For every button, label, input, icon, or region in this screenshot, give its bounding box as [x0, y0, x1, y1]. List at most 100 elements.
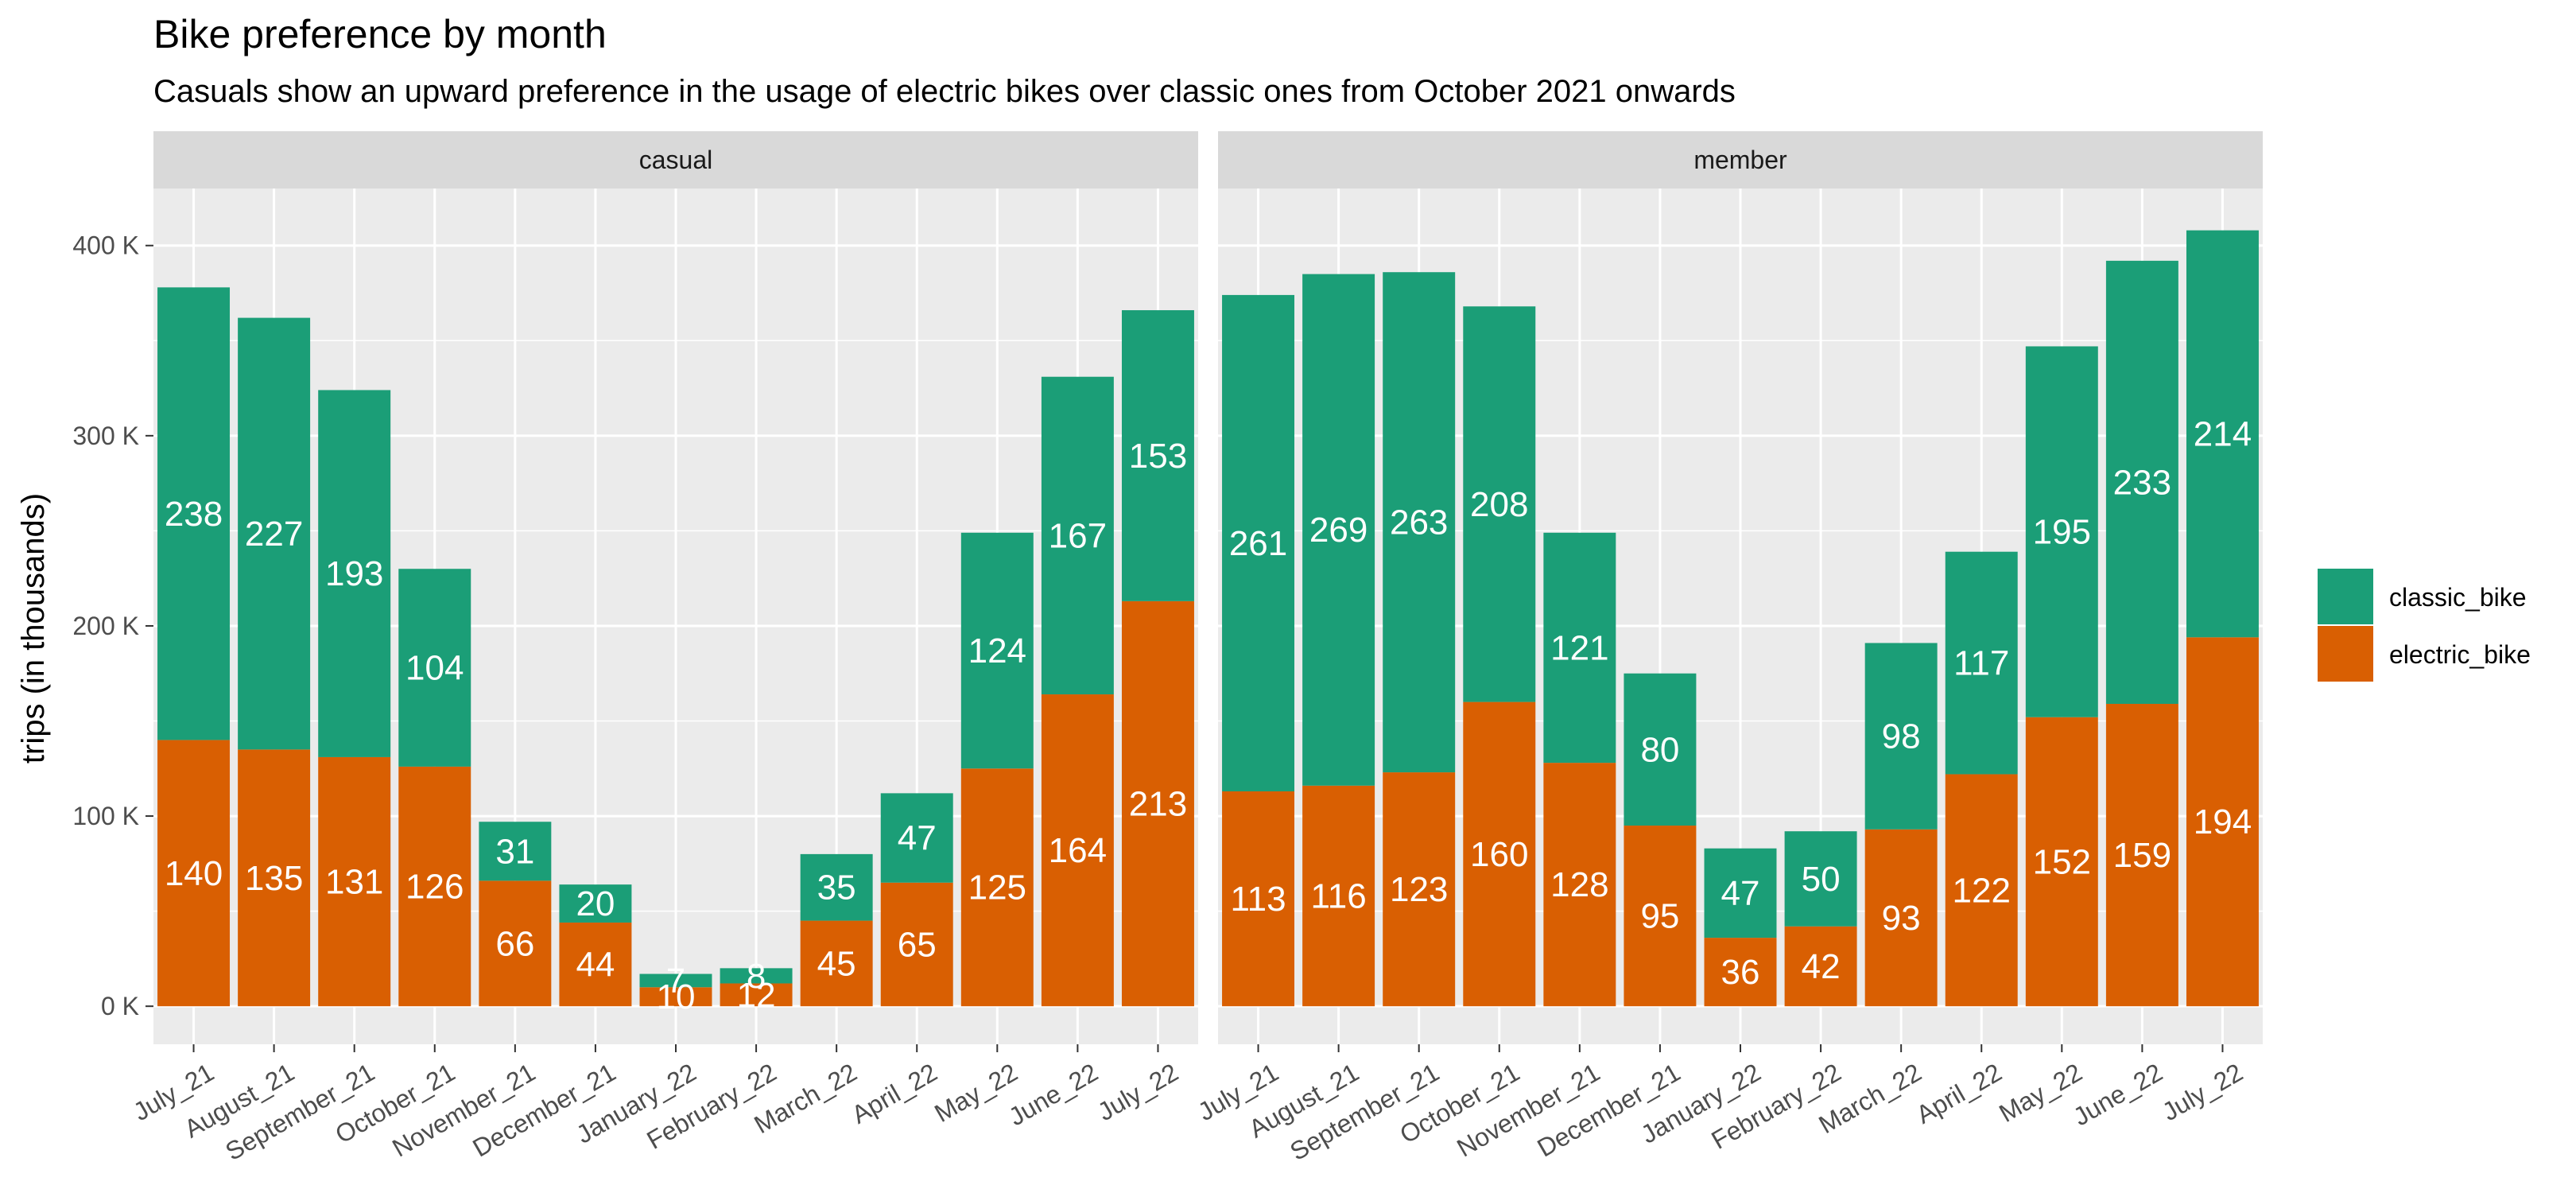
data-label-electric-bike: 128 [1550, 865, 1608, 904]
bar-classic-bike [2186, 230, 2259, 638]
data-label-classic-bike: 47 [1721, 874, 1760, 913]
data-label-electric-bike: 131 [325, 863, 383, 902]
data-label-classic-bike: 50 [1802, 860, 1841, 899]
bar-electric-bike [1041, 694, 1114, 1007]
bar-classic-bike [1041, 376, 1114, 695]
bar-classic-bike [479, 822, 552, 881]
data-label-electric-bike: 159 [2113, 836, 2171, 875]
data-label-electric-bike: 160 [1470, 835, 1528, 874]
data-label-electric-bike: 126 [405, 868, 464, 907]
bar-classic-bike [880, 793, 953, 883]
data-label-classic-bike: 47 [898, 819, 937, 858]
data-label-electric-bike: 135 [245, 859, 303, 898]
bar-classic-bike [238, 317, 311, 750]
facet-strip-label: member [1693, 146, 1787, 174]
data-label-classic-bike: 121 [1550, 628, 1608, 667]
bar-electric-bike [398, 766, 471, 1007]
x-tick-label: June_22 [1004, 1058, 1103, 1132]
y-tick-label: 100 K [72, 802, 139, 830]
bar-classic-bike [1463, 306, 1536, 702]
data-label-classic-bike: 104 [405, 649, 464, 688]
bar-classic-bike [720, 968, 793, 984]
bar-classic-bike [1222, 294, 1295, 791]
data-label-electric-bike: 213 [1129, 785, 1187, 824]
bar-classic-bike [1945, 551, 2018, 775]
data-label-classic-bike: 153 [1129, 437, 1187, 476]
bar-classic-bike [800, 853, 873, 921]
data-label-electric-bike: 116 [1311, 876, 1367, 915]
bar-classic-bike [1383, 272, 1456, 773]
data-label-electric-bike: 45 [817, 944, 856, 983]
legend: classic_bike electric_bike [2318, 569, 2531, 682]
bar-classic-bike [1121, 310, 1194, 601]
legend-swatch-classic-bike [2318, 569, 2373, 624]
panel-casual: casual 140 238 135 227 131 193 126 104 66 31 44 20 10… [72, 131, 1198, 1166]
bar-classic-bike [1543, 532, 1616, 764]
facet-strip [1218, 131, 2263, 188]
data-label-classic-bike: 208 [1470, 485, 1528, 524]
bar-electric-bike [1121, 600, 1194, 1007]
bar-electric-bike [720, 983, 793, 1007]
bar-classic-bike [1704, 848, 1777, 938]
data-label-electric-bike: 122 [1953, 871, 2011, 910]
facet-strip [153, 131, 1198, 188]
data-label-classic-bike: 269 [1309, 511, 1368, 550]
data-label-electric-bike: 164 [1049, 831, 1107, 870]
bar-electric-bike [1945, 774, 2018, 1007]
data-label-classic-bike: 193 [325, 554, 383, 593]
bar-electric-bike [238, 749, 311, 1007]
data-label-electric-bike: 93 [1882, 899, 1921, 938]
facet-strip-label: casual [639, 146, 713, 174]
bar-electric-bike [1302, 785, 1375, 1007]
bar-classic-bike [398, 569, 471, 767]
data-label-classic-bike: 195 [2033, 513, 2091, 552]
data-label-classic-bike: 214 [2194, 414, 2252, 453]
x-tick-label: April_22 [847, 1058, 942, 1129]
x-tick-label: July_22 [1092, 1058, 1183, 1126]
bar-classic-bike [559, 884, 632, 923]
data-label-electric-bike: 152 [2033, 842, 2091, 881]
panels-layer: casual 140 238 135 227 131 193 126 104 66 31 44 20 10… [72, 131, 2263, 1166]
bar-electric-bike [1784, 926, 1857, 1007]
data-label-classic-bike: 233 [2113, 463, 2171, 502]
data-label-electric-bike: 123 [1390, 870, 1448, 909]
data-label-classic-bike: 227 [245, 515, 303, 554]
data-label-classic-bike: 98 [1882, 717, 1921, 756]
x-tick-label: July_22 [2157, 1058, 2248, 1126]
bar-electric-bike [880, 882, 953, 1007]
data-label-electric-bike: 44 [576, 946, 615, 985]
data-label-classic-bike: 261 [1229, 524, 1287, 563]
bar-classic-bike [157, 287, 231, 740]
data-label-classic-bike: 117 [1953, 644, 2009, 683]
legend-swatch-electric-bike [2318, 626, 2373, 682]
panel-member: member 113 261 116 269 123 263 160 208 128 121 95 80… [1193, 131, 2263, 1166]
bar-electric-bike [800, 920, 873, 1007]
bar-classic-bike [1624, 673, 1697, 826]
bar-electric-bike [559, 922, 632, 1007]
bar-electric-bike [639, 987, 712, 1007]
bar-classic-bike [639, 973, 712, 988]
data-label-classic-bike: 263 [1390, 503, 1448, 542]
data-label-electric-bike: 194 [2194, 802, 2252, 841]
bar-electric-bike [1543, 763, 1616, 1007]
bar-classic-bike [318, 390, 391, 757]
data-label-electric-bike: 125 [968, 869, 1026, 907]
data-label-classic-bike: 8 [747, 957, 766, 996]
bar-electric-bike [318, 756, 391, 1007]
bar-classic-bike [1864, 643, 1938, 830]
y-tick-label: 200 K [72, 612, 139, 640]
bar-classic-bike [960, 532, 1034, 769]
bar-electric-bike [479, 880, 552, 1007]
x-tick-label: April_22 [1911, 1058, 2007, 1129]
bar-electric-bike [2025, 717, 2098, 1007]
data-label-classic-bike: 80 [1640, 730, 1679, 769]
bar-electric-bike [1463, 701, 1536, 1007]
y-tick-label: 400 K [72, 231, 139, 260]
data-label-electric-bike: 12 [737, 976, 776, 1015]
data-label-electric-bike: 95 [1640, 897, 1679, 936]
bar-electric-bike [1383, 772, 1456, 1007]
data-label-classic-bike: 7 [666, 962, 685, 1001]
data-label-electric-bike: 36 [1721, 953, 1760, 992]
bar-classic-bike [2025, 346, 2098, 717]
